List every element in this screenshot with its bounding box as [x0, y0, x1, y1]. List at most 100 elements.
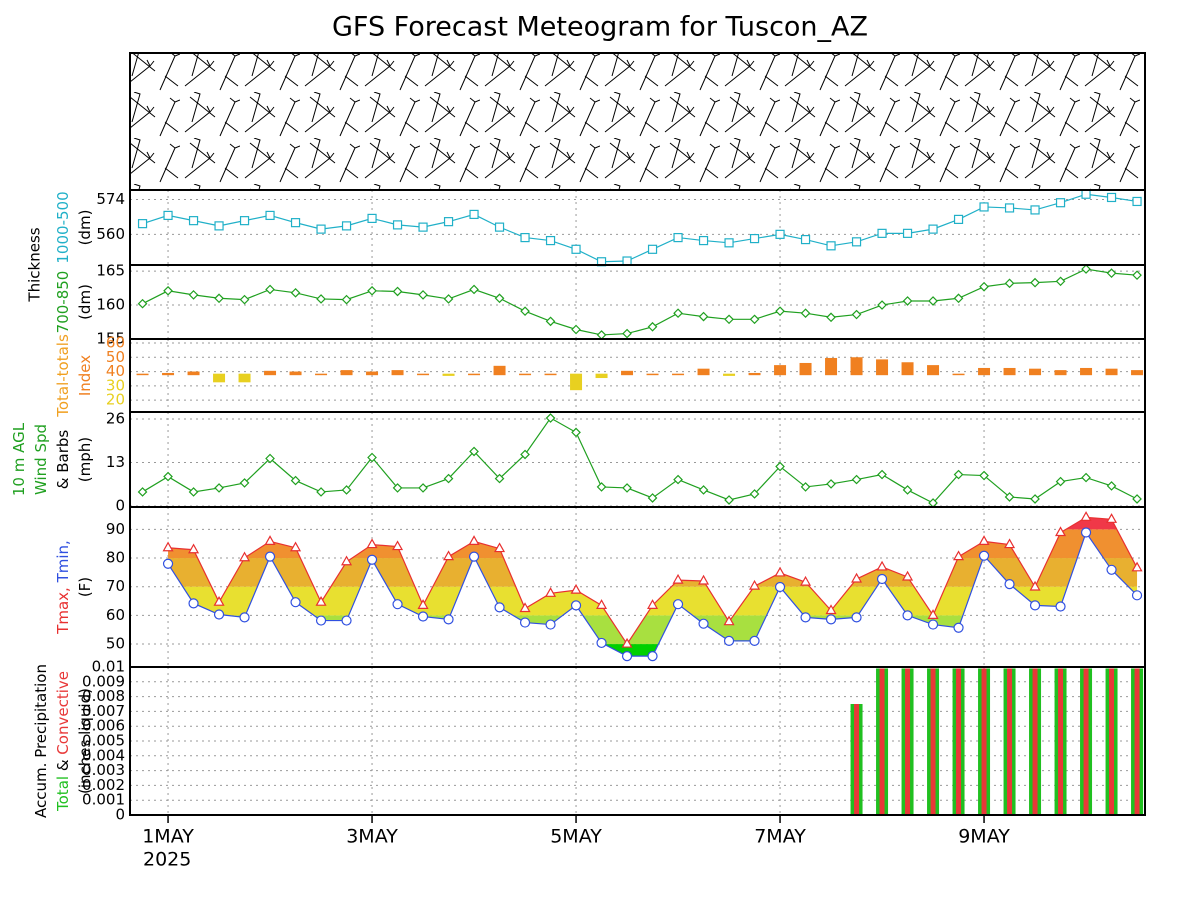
- y-axis-label-part: (dm): [76, 284, 94, 320]
- marker: [775, 306, 785, 317]
- marker: [341, 615, 352, 626]
- y-axis-label: (F): [76, 577, 94, 597]
- y-axis-label: (dm): [76, 210, 94, 246]
- marker: [290, 287, 301, 298]
- marker: [698, 485, 709, 495]
- marker: [1132, 270, 1142, 281]
- marker: [953, 622, 964, 633]
- bar: [905, 668, 911, 815]
- line: [142, 417, 1138, 504]
- marker: [239, 216, 250, 226]
- marker: [162, 541, 174, 552]
- marker: [545, 235, 556, 246]
- bar: [1105, 368, 1118, 376]
- marker: [622, 328, 632, 339]
- marker: [749, 233, 760, 244]
- marker: [902, 228, 913, 238]
- y-tick-label: 0.005: [82, 732, 125, 750]
- marker: [698, 311, 709, 322]
- y-tick-label: 155: [96, 330, 125, 348]
- y-axis-label-part: Tmax,: [54, 587, 72, 635]
- marker: [494, 222, 505, 232]
- marker: [392, 483, 403, 493]
- x-tick-label: 7MAY: [754, 826, 806, 848]
- marker: [596, 637, 607, 649]
- marker: [1080, 511, 1092, 521]
- marker: [571, 244, 581, 254]
- marker: [1055, 601, 1066, 612]
- bar: [981, 668, 987, 815]
- marker: [800, 308, 811, 319]
- marker: [443, 550, 455, 561]
- marker: [647, 321, 658, 332]
- bar: [956, 668, 962, 815]
- marker: [341, 555, 353, 566]
- marker: [979, 470, 989, 481]
- marker: [316, 487, 326, 497]
- marker: [928, 296, 938, 306]
- temperature-band: [168, 615, 1138, 645]
- line: [142, 193, 1138, 263]
- marker: [876, 560, 888, 571]
- marker: [519, 617, 531, 628]
- marker: [137, 487, 148, 497]
- marker: [494, 542, 506, 553]
- bar: [366, 371, 379, 376]
- marker: [214, 483, 224, 493]
- y-tick-label: 0: [115, 806, 125, 824]
- y-axis-label: (inches liquid): [76, 688, 94, 794]
- marker: [826, 479, 836, 489]
- y-axis-label-part: Tmin,: [54, 540, 72, 583]
- y-tick-label: 20: [106, 391, 125, 409]
- marker: [979, 202, 989, 212]
- marker: [622, 483, 632, 493]
- marker: [545, 316, 556, 327]
- bar: [621, 370, 634, 376]
- y-axis-label-part: & Barbs: [54, 430, 72, 490]
- marker: [698, 618, 709, 629]
- marker: [723, 635, 735, 647]
- marker: [622, 256, 632, 266]
- marker: [213, 595, 225, 606]
- marker: [596, 330, 607, 340]
- bar: [978, 367, 991, 376]
- y-axis-label-part: Wind Spd: [32, 424, 50, 495]
- bar: [697, 368, 710, 376]
- y-tick-label: 80: [106, 549, 125, 567]
- temperature-band: [168, 558, 1138, 587]
- y-tick-label: 0.006: [82, 717, 125, 735]
- marker: [239, 478, 250, 488]
- marker: [1004, 278, 1015, 289]
- y-axis-label: 10 m AGL: [10, 422, 28, 496]
- y-tick-label: 90: [106, 520, 125, 538]
- marker: [621, 637, 633, 648]
- marker: [825, 604, 837, 615]
- temperature-band: [168, 517, 1138, 530]
- marker: [264, 551, 276, 562]
- bar: [417, 373, 430, 376]
- marker: [239, 612, 250, 623]
- y-tick-label: 60: [106, 334, 125, 352]
- marker: [1132, 494, 1142, 504]
- marker: [902, 610, 913, 621]
- marker: [724, 495, 734, 505]
- y-tick-label: 0.01: [92, 658, 125, 676]
- y-axis-label-part: (dm): [76, 210, 94, 246]
- marker: [366, 538, 378, 549]
- marker: [596, 599, 608, 609]
- marker: [468, 551, 480, 562]
- y-axis-label: (dm): [76, 284, 94, 320]
- marker: [826, 241, 836, 251]
- marker: [367, 213, 377, 224]
- bar: [264, 370, 277, 376]
- marker: [851, 237, 862, 247]
- marker: [749, 314, 760, 325]
- marker: [877, 228, 887, 238]
- y-axis-label: Index: [76, 355, 94, 396]
- bar: [238, 373, 251, 383]
- y-axis-label: (mph): [76, 437, 94, 482]
- marker: [163, 285, 173, 296]
- marker: [571, 324, 581, 335]
- bar: [672, 373, 685, 376]
